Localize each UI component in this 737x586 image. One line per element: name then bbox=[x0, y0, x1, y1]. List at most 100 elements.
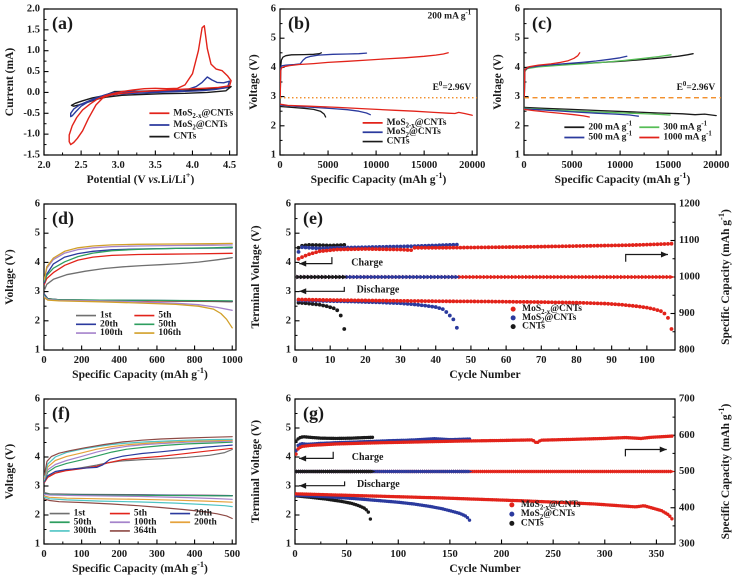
y-tick-label: 6 bbox=[271, 4, 276, 15]
x-tick-label: 90 bbox=[606, 355, 617, 366]
series bbox=[44, 495, 233, 503]
series bbox=[296, 298, 459, 330]
y2-tick-label: 500 bbox=[679, 466, 695, 477]
panel-label-b: (b) bbox=[288, 13, 310, 34]
x-tick-label: 400 bbox=[187, 549, 203, 560]
legend-label: MoS2@CNTs bbox=[173, 120, 227, 131]
legend-marker bbox=[509, 511, 515, 517]
x-tick-label: 2.5 bbox=[75, 160, 88, 171]
series-group bbox=[68, 25, 232, 146]
y-axis-label: Voltage (V) bbox=[4, 249, 16, 305]
x-tick-label: 150 bbox=[442, 549, 458, 560]
legend-label: 1000 mA g-1 bbox=[663, 130, 712, 142]
legend-label: 20th bbox=[100, 319, 119, 329]
arrowhead bbox=[659, 446, 667, 453]
x-tick-label: 10000 bbox=[363, 160, 389, 171]
series bbox=[44, 441, 233, 482]
y-tick-label: 2 bbox=[515, 120, 520, 131]
annotation-text: 200 mA g-1 bbox=[428, 9, 472, 21]
series bbox=[44, 244, 233, 281]
y-tick-label: 2 bbox=[286, 315, 291, 326]
y2-tick-label: 300 bbox=[679, 539, 695, 550]
arrowhead bbox=[299, 482, 307, 489]
series bbox=[44, 444, 233, 483]
y-axis-label: Terminal Voltage (V) bbox=[250, 420, 262, 523]
y2-tick-label: 1100 bbox=[679, 235, 699, 246]
y-axis-label: Voltage (V) bbox=[492, 54, 504, 110]
x-tick-label: 30 bbox=[395, 355, 406, 366]
panel-g-chart: 0 50 100 150 200 250 300 350 1 2 3 4 5 6 300 400 500 600 7… bbox=[250, 394, 732, 576]
y-tick-label: 4 bbox=[286, 452, 292, 463]
y-tick-label: 4 bbox=[271, 62, 277, 73]
y-tick-label: 5 bbox=[515, 33, 520, 44]
x-tick-label: 0 bbox=[41, 549, 46, 560]
x-tick-label: 80 bbox=[571, 355, 582, 366]
legend-label: 50th bbox=[74, 517, 93, 527]
legend-label: 1st bbox=[100, 311, 112, 321]
y-tick-label: -0.5 bbox=[23, 108, 40, 119]
x-tick-label: 5000 bbox=[562, 160, 583, 171]
x-tick-label: 800 bbox=[187, 355, 203, 366]
x-tick-label: 4.5 bbox=[223, 160, 236, 171]
y-tick-label: 3 bbox=[35, 286, 40, 297]
series bbox=[70, 85, 232, 107]
series-group bbox=[296, 241, 675, 331]
y-tick-label: 1.5 bbox=[27, 24, 40, 35]
y-axis-label: Voltage (V) bbox=[4, 444, 16, 500]
panel-label-a: (a) bbox=[52, 13, 73, 34]
legend: 1st 5th 20th 50th 100th 106th bbox=[76, 311, 182, 338]
y-tick-label: 5 bbox=[286, 423, 291, 434]
y-tick-label: 4 bbox=[35, 257, 41, 268]
x-tick-label: 3.5 bbox=[149, 160, 162, 171]
x-tick-label: 1000 bbox=[222, 355, 243, 366]
x-tick-label: 15000 bbox=[411, 160, 437, 171]
y-tick-label: 3 bbox=[515, 91, 520, 102]
series bbox=[44, 440, 233, 481]
x-tick-label: 500 bbox=[224, 549, 240, 560]
legend-label: 100th bbox=[134, 517, 157, 527]
series bbox=[296, 241, 674, 261]
x-tick-label: 600 bbox=[149, 355, 165, 366]
x-axis-label: Specific Capacity (mAh g-1) bbox=[72, 366, 208, 381]
y2-tick-label: 800 bbox=[679, 345, 695, 356]
y-tick-label: 3 bbox=[286, 481, 291, 492]
legend-marker bbox=[509, 520, 515, 526]
x-tick-label: 40 bbox=[430, 355, 441, 366]
x-axis-label: Cycle Number bbox=[449, 563, 520, 575]
annotation-text: Discharge bbox=[357, 479, 400, 490]
x-tick-label: 100 bbox=[390, 549, 406, 560]
y-tick-label: 5 bbox=[286, 228, 291, 239]
y-tick-label: 2.0 bbox=[27, 4, 40, 15]
legend-label: 106th bbox=[158, 328, 181, 338]
legend-label: MoS2@CNTs bbox=[387, 127, 441, 138]
x-tick-label: 350 bbox=[649, 549, 665, 560]
series bbox=[524, 108, 640, 117]
legend: 1st 5th 20th 50th 100th 200th 300th 364th bbox=[49, 509, 218, 536]
x-tick-label: 0 bbox=[292, 355, 297, 366]
annotation-text: Discharge bbox=[357, 284, 400, 295]
annotation-arrow bbox=[299, 481, 346, 487]
legend-label: 20th bbox=[194, 509, 213, 519]
series bbox=[524, 106, 717, 117]
series bbox=[44, 498, 233, 520]
legend-marker bbox=[510, 315, 516, 321]
y-tick-label: 2 bbox=[35, 510, 40, 521]
x-tick-label: 4.0 bbox=[186, 160, 199, 171]
legend-label: 364th bbox=[134, 526, 157, 536]
series bbox=[44, 257, 233, 291]
y-tick-label: 5 bbox=[35, 423, 40, 434]
x-tick-label: 100 bbox=[639, 355, 655, 366]
annotation-text: Charge bbox=[351, 257, 383, 268]
y-tick-label: 5 bbox=[35, 228, 40, 239]
series bbox=[44, 436, 233, 476]
x-tick-label: 2.0 bbox=[37, 160, 50, 171]
series bbox=[44, 296, 233, 329]
x-tick-label: 5000 bbox=[318, 160, 339, 171]
arrowhead bbox=[299, 288, 307, 295]
annotation-text: Charge bbox=[352, 452, 384, 463]
legend-label: CNTs bbox=[173, 132, 196, 142]
panel-d-chart: 0 200 400 600 800 1000 1 2 3 4 5 6 Specific Capacity… bbox=[4, 199, 243, 382]
y-tick-label: 1 bbox=[286, 539, 291, 550]
